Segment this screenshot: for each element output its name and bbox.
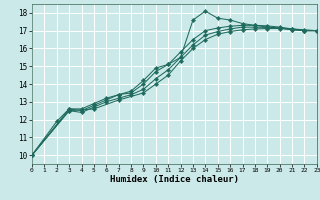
X-axis label: Humidex (Indice chaleur): Humidex (Indice chaleur) (110, 175, 239, 184)
